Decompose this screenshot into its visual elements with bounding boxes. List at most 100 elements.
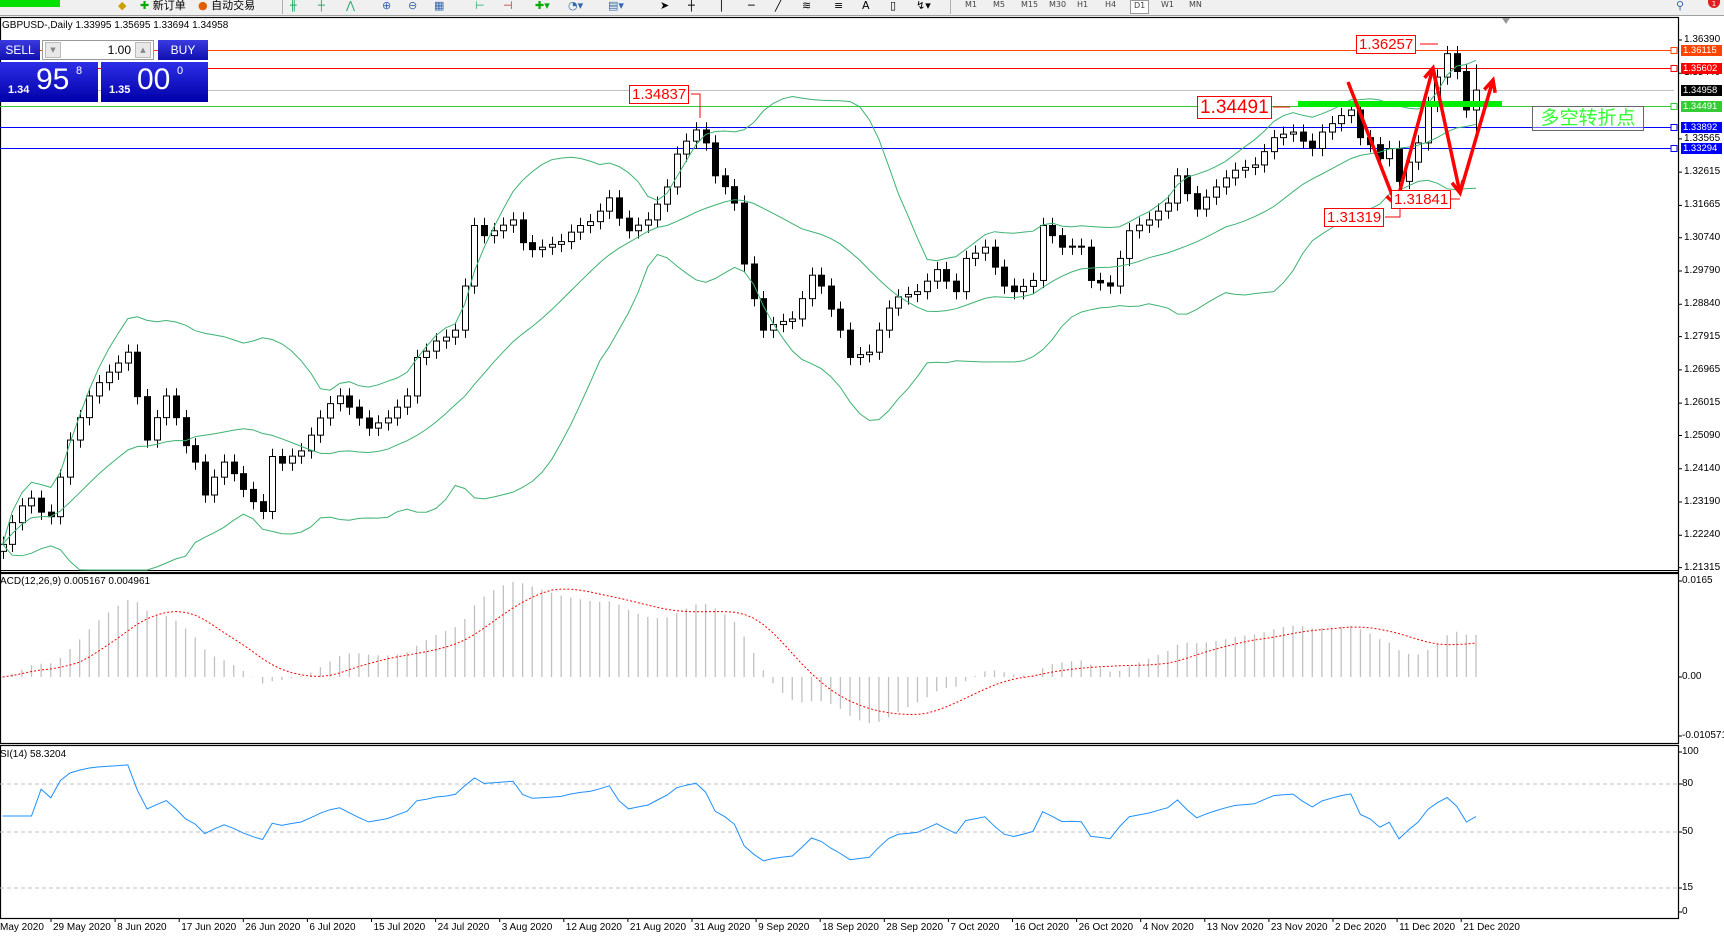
candle[interactable] [115,355,122,380]
candle[interactable] [731,178,738,211]
vertical-line-icon[interactable]: │ [718,0,725,12]
periods-icon[interactable]: ◔▾ [568,0,584,12]
timeframe-m1[interactable]: M1 [965,0,977,9]
candle[interactable] [366,410,373,436]
candle[interactable] [645,212,652,233]
level-handle[interactable] [1670,103,1678,110]
candle[interactable] [722,168,729,195]
tile-windows-icon[interactable]: ▦ [434,0,445,12]
candle[interactable] [1059,227,1066,255]
candle[interactable] [818,267,825,294]
candle[interactable] [1117,250,1124,294]
candle[interactable] [346,388,353,415]
candle[interactable] [471,217,478,294]
sell-price-button[interactable]: 1.34 95 8 [0,62,98,102]
level-handle[interactable] [1670,124,1678,131]
lot-size-input[interactable]: ▼ 1.00 ▲ [42,40,154,60]
price-label-annotation[interactable]: 1.36257 [1356,35,1417,54]
candle[interactable] [1011,278,1018,300]
timeframe-h1[interactable]: H1 [1077,0,1089,9]
candle[interactable] [1040,217,1047,289]
candle[interactable] [57,469,64,525]
level-handle[interactable] [1670,65,1678,72]
candle[interactable] [375,415,382,436]
candle[interactable] [1213,179,1220,205]
candle[interactable] [1319,124,1326,157]
auto-trading-button[interactable]: ● 自动交易 [198,0,256,12]
candle[interactable] [1386,140,1393,167]
timeframe-d1[interactable]: D1 [1130,0,1150,14]
candle[interactable] [1444,45,1451,85]
candle[interactable] [1174,168,1181,211]
candle[interactable] [905,286,912,305]
candle[interactable] [1155,203,1162,228]
candle[interactable] [1252,157,1259,176]
candle[interactable] [895,289,902,316]
candle[interactable] [279,448,286,471]
candle[interactable] [1271,129,1278,160]
timeframe-m15[interactable]: M15 [1021,0,1039,9]
crosshair-icon[interactable]: ┼ [688,0,695,12]
fibonacci-icon[interactable]: ≋ [802,0,812,12]
horizontal-line-icon[interactable]: ─ [748,0,755,12]
candle[interactable] [404,388,411,415]
candle[interactable] [549,236,556,255]
candle[interactable] [240,465,247,498]
candle[interactable] [327,395,334,426]
candle-chart-icon[interactable]: ┼ [318,0,325,12]
candle[interactable] [1242,159,1249,178]
price-label-annotation[interactable]: 1.34837 [629,85,690,104]
timeframe-m5[interactable]: M5 [993,0,1005,9]
candle[interactable] [77,409,84,448]
candle[interactable] [741,195,748,272]
buy-button[interactable]: BUY [158,40,208,60]
candle[interactable] [289,448,296,471]
trendline-icon[interactable]: ╱ [775,0,782,12]
timeframe-h4[interactable]: H4 [1105,0,1117,9]
search-icon[interactable]: ⚲ [1676,0,1685,12]
level-handle[interactable] [1670,47,1678,54]
line-chart-icon[interactable]: ⋀ [346,0,356,12]
candle[interactable] [799,290,806,327]
price-label-annotation[interactable]: 1.31319 [1324,208,1385,227]
candle[interactable] [134,344,141,405]
lot-decrease-button[interactable]: ▼ [45,42,61,58]
candle[interactable] [106,364,113,391]
candle[interactable] [38,490,45,520]
candle[interactable] [260,493,267,520]
candle[interactable] [1223,170,1230,195]
candle[interactable] [1280,126,1287,146]
candle[interactable] [577,217,584,240]
candle[interactable] [1473,64,1480,135]
candle[interactable] [558,233,565,253]
candle[interactable] [789,311,796,330]
candle[interactable] [886,300,893,338]
candle[interactable] [683,133,690,162]
candle[interactable] [183,409,190,454]
market-watch-icon[interactable]: ◆ [118,0,127,12]
candle[interactable] [394,399,401,426]
candle[interactable] [308,427,315,459]
candle[interactable] [597,203,604,230]
candle[interactable] [626,210,633,239]
candle[interactable] [606,190,613,219]
candle[interactable] [1194,185,1201,217]
candle[interactable] [828,278,835,317]
candle[interactable] [192,437,199,470]
candle[interactable] [1415,135,1422,170]
buy-price-button[interactable]: 1.35 00 0 [101,62,208,102]
candle[interactable] [1030,272,1037,295]
candle[interactable] [202,454,209,503]
candle[interactable] [876,322,883,360]
candle[interactable] [481,217,488,244]
candle[interactable] [1309,133,1316,157]
candle[interactable] [857,346,864,366]
candle[interactable] [221,454,228,485]
candle[interactable] [1203,189,1210,217]
candle[interactable] [934,261,941,289]
candle[interactable] [712,135,719,184]
candle[interactable] [780,313,787,333]
candle[interactable] [317,410,324,443]
candle[interactable] [982,239,989,261]
candle[interactable] [1107,275,1114,294]
